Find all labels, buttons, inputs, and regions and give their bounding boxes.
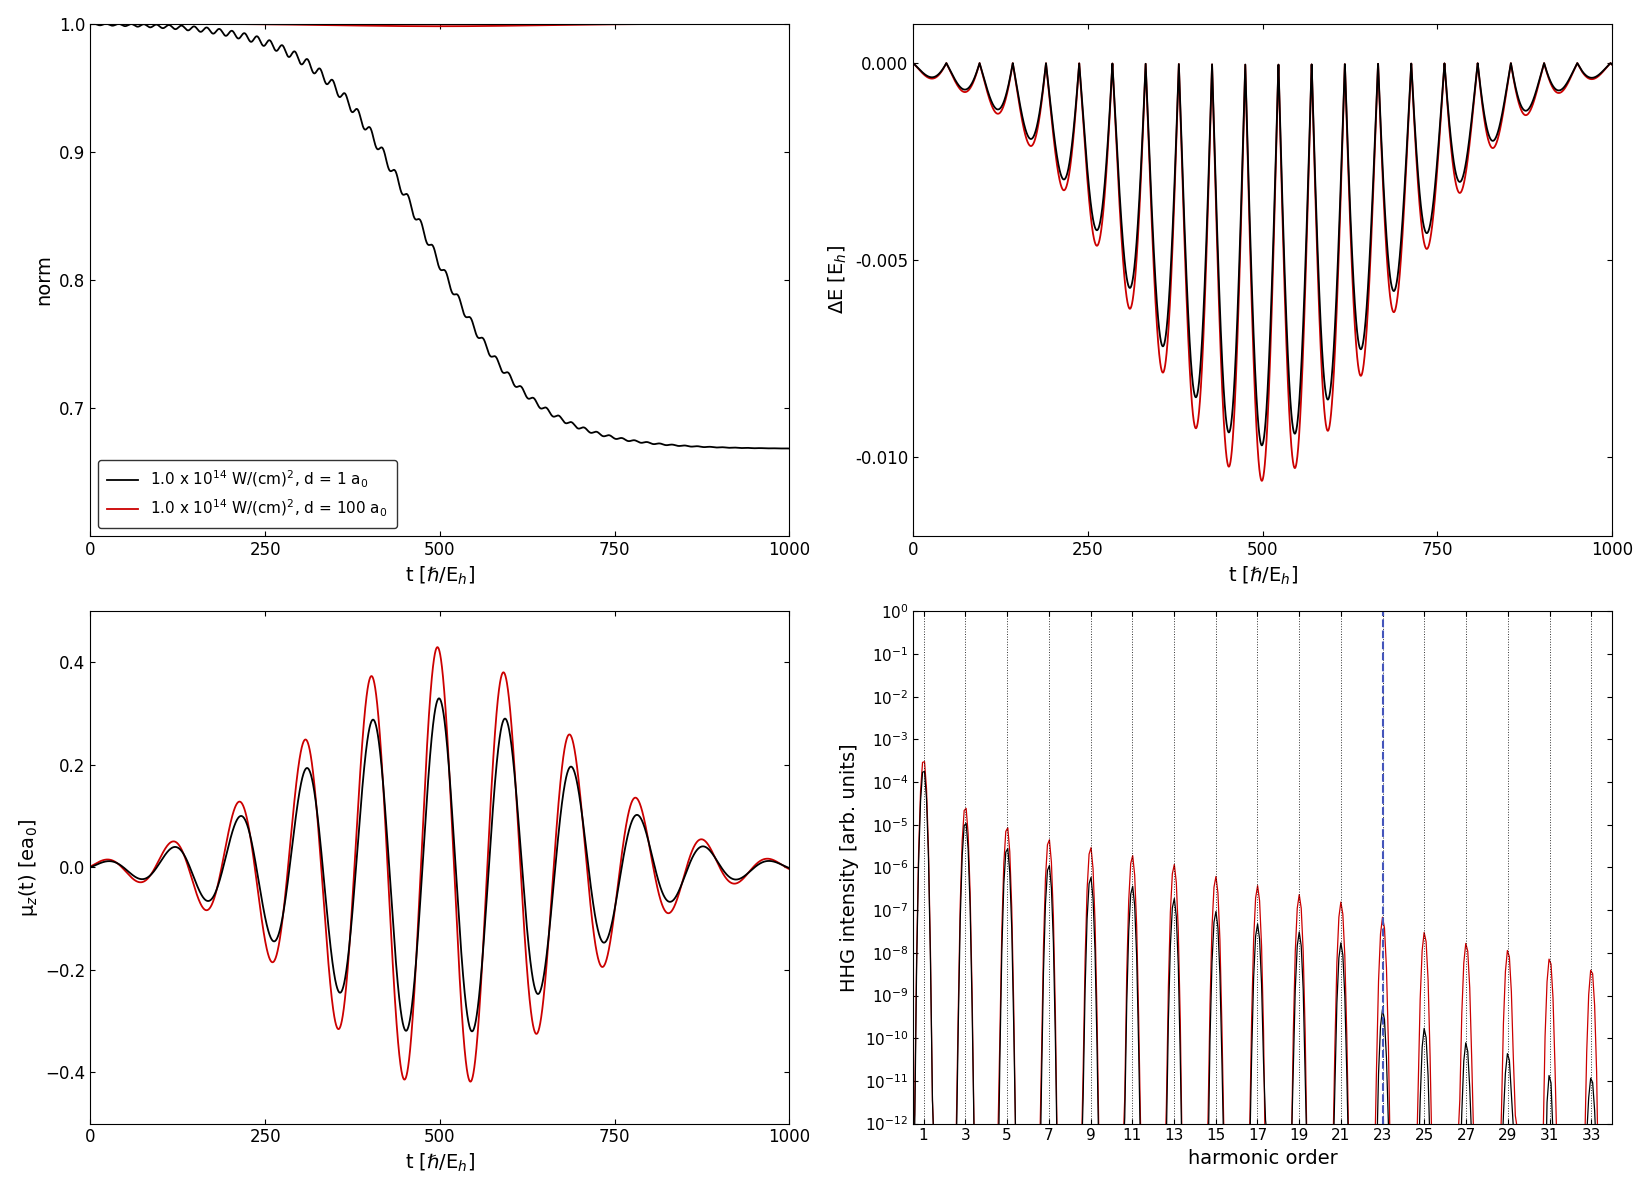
1.0 x 10$^{14}$ W/(cm)$^2$, d = 1 a$_0$ (81, 17, 101, 31)
1.0 x 10$^{14}$ W/(cm)$^2$, d = 100 a$_0$ (81, 17, 101, 31)
1.0 x 10$^{14}$ W/(cm)$^2$, d = 100 a$_0$ (116, 17, 135, 31)
Line: 1.0 x 10$^{14}$ W/(cm)$^2$, d = 1 a$_0$: 1.0 x 10$^{14}$ W/(cm)$^2$, d = 1 a$_0$ (91, 24, 789, 449)
1.0 x 10$^{14}$ W/(cm)$^2$, d = 1 a$_0$ (116, 19, 135, 33)
1.0 x 10$^{14}$ W/(cm)$^2$, d = 100 a$_0$ (779, 17, 799, 31)
1.0 x 10$^{14}$ W/(cm)$^2$, d = 1 a$_0$ (599, 428, 619, 442)
1.0 x 10$^{14}$ W/(cm)$^2$, d = 1 a$_0$ (333, 86, 353, 100)
1.0 x 10$^{14}$ W/(cm)$^2$, d = 100 a$_0$ (637, 17, 657, 31)
1.0 x 10$^{14}$ W/(cm)$^2$, d = 100 a$_0$ (525, 18, 545, 32)
1.0 x 10$^{14}$ W/(cm)$^2$, d = 100 a$_0$ (431, 19, 450, 33)
1.0 x 10$^{14}$ W/(cm)$^2$, d = 1 a$_0$ (779, 442, 799, 456)
Y-axis label: norm: norm (35, 255, 53, 305)
Line: 1.0 x 10$^{14}$ W/(cm)$^2$, d = 100 a$_0$: 1.0 x 10$^{14}$ W/(cm)$^2$, d = 100 a$_0… (91, 24, 789, 26)
Y-axis label: ΔE [E$_h$]: ΔE [E$_h$] (827, 245, 850, 314)
1.0 x 10$^{14}$ W/(cm)$^2$, d = 1 a$_0$ (495, 366, 515, 380)
1.0 x 10$^{14}$ W/(cm)$^2$, d = 100 a$_0$ (495, 19, 515, 33)
X-axis label: t [ℏ/E$_h$]: t [ℏ/E$_h$] (404, 565, 475, 587)
Y-axis label: HHG intensity [arb. units]: HHG intensity [arb. units] (840, 743, 860, 992)
1.0 x 10$^{14}$ W/(cm)$^2$, d = 1 a$_0$ (84, 17, 104, 31)
1.0 x 10$^{14}$ W/(cm)$^2$, d = 1 a$_0$ (637, 435, 657, 449)
1.0 x 10$^{14}$ W/(cm)$^2$, d = 100 a$_0$ (333, 18, 353, 32)
X-axis label: t [ℏ/E$_h$]: t [ℏ/E$_h$] (1228, 565, 1297, 587)
1.0 x 10$^{14}$ W/(cm)$^2$, d = 1 a$_0$ (525, 392, 545, 406)
Legend: 1.0 x 10$^{14}$ W/(cm)$^2$, d = 1 a$_0$, 1.0 x 10$^{14}$ W/(cm)$^2$, d = 100 a$_: 1.0 x 10$^{14}$ W/(cm)$^2$, d = 1 a$_0$,… (97, 460, 396, 529)
X-axis label: harmonic order: harmonic order (1188, 1149, 1338, 1168)
X-axis label: t [ℏ/E$_h$]: t [ℏ/E$_h$] (404, 1152, 475, 1174)
1.0 x 10$^{14}$ W/(cm)$^2$, d = 100 a$_0$ (599, 17, 619, 31)
Y-axis label: μ$_z$(t) [ea$_0$]: μ$_z$(t) [ea$_0$] (16, 818, 40, 917)
